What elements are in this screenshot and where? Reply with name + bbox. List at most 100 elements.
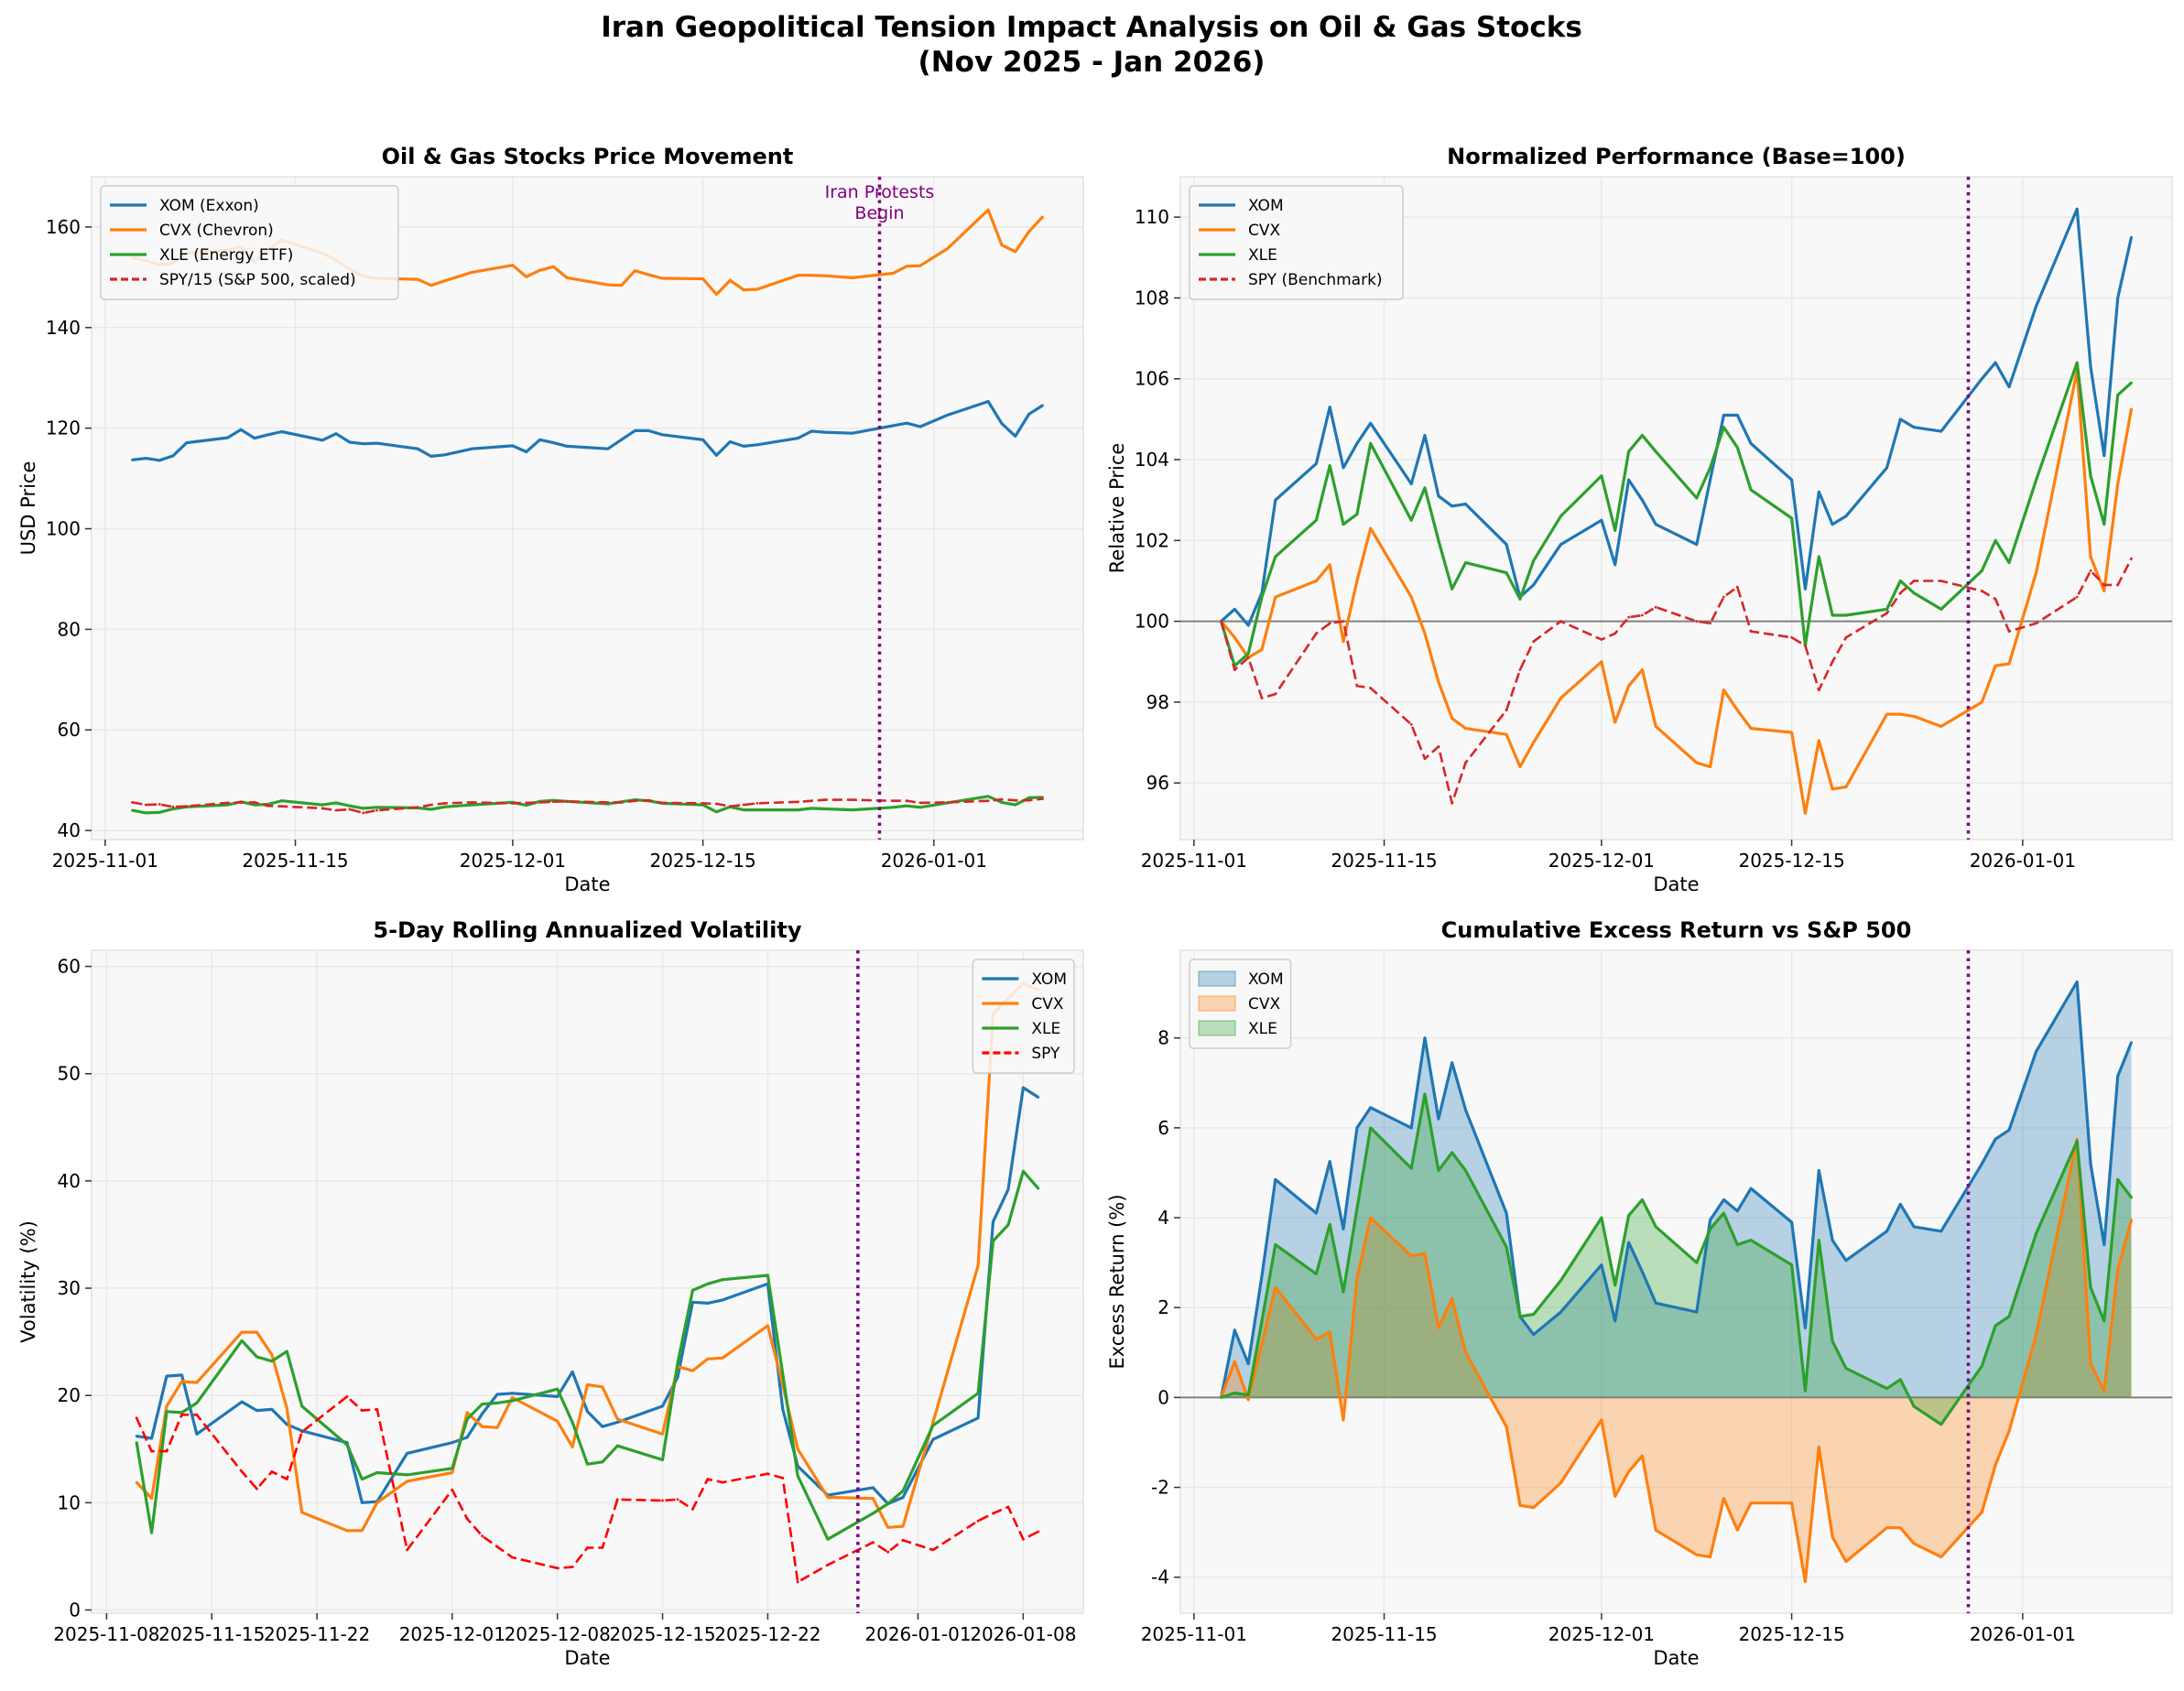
data-point <box>2103 590 2106 592</box>
data-point <box>1844 1560 1848 1563</box>
data-point <box>1749 442 1753 445</box>
data-point <box>1709 622 1711 625</box>
data-point <box>1342 523 1345 526</box>
data-point <box>905 421 908 425</box>
data-point <box>676 1498 679 1501</box>
data-point <box>2075 1140 2079 1143</box>
legend-label: XLE (Energy ETF) <box>159 246 293 265</box>
series-xom <box>1219 980 2133 1399</box>
data-point <box>586 1383 589 1386</box>
data-point <box>661 1433 664 1436</box>
data-point <box>239 801 243 804</box>
data-point <box>1342 1227 1345 1230</box>
data-point <box>1532 640 1536 644</box>
data-point <box>721 1480 724 1484</box>
data-point <box>1246 1393 1250 1397</box>
data-point <box>1505 543 1508 547</box>
data-point <box>1735 585 1739 589</box>
data-point <box>1246 1362 1250 1365</box>
data-point <box>239 428 243 431</box>
data-point <box>1505 1211 1508 1215</box>
data-point <box>1980 590 1983 592</box>
data-point <box>1722 1198 1725 1201</box>
data-point <box>1409 482 1413 485</box>
data-point <box>1709 478 1711 482</box>
data-point <box>986 799 990 803</box>
data-point <box>1790 1220 1793 1224</box>
data-point <box>2089 1285 2092 1289</box>
data-point <box>1790 478 1793 482</box>
data-point <box>1695 496 1699 500</box>
data-point <box>1233 635 1236 639</box>
data-point <box>1614 563 1617 567</box>
data-point <box>905 265 908 268</box>
data-point <box>1532 1313 1536 1316</box>
data-point <box>1041 797 1044 800</box>
data-point <box>1041 404 1044 407</box>
data-point <box>891 799 895 803</box>
data-point <box>1627 478 1630 482</box>
data-point <box>606 447 610 450</box>
data-point <box>1369 1126 1373 1130</box>
data-point <box>706 1478 710 1480</box>
series-line <box>1220 558 2133 805</box>
data-point <box>375 441 378 445</box>
data-point <box>1817 1239 1820 1241</box>
data-point <box>180 1373 183 1377</box>
data-point <box>1437 680 1440 684</box>
x-tick-label: 2025-11-15 <box>242 850 348 872</box>
legend-label: XLE <box>1248 246 1277 265</box>
data-point <box>1437 1117 1440 1121</box>
data-point <box>2116 297 2120 299</box>
data-point <box>1315 1211 1318 1215</box>
data-point <box>1328 1223 1331 1226</box>
data-point <box>1831 1535 1834 1538</box>
data-point <box>1451 1297 1454 1300</box>
data-point <box>1980 1364 1983 1368</box>
data-point <box>1518 1315 1522 1318</box>
data-point <box>766 1274 769 1277</box>
data-point <box>1505 571 1508 574</box>
y-tick-label: 80 <box>58 618 81 640</box>
data-point <box>144 457 147 460</box>
data-point <box>1994 597 1997 601</box>
data-point <box>823 808 827 810</box>
y-tick-label: 140 <box>46 317 81 339</box>
data-point <box>1898 417 1902 421</box>
data-point <box>255 1409 258 1412</box>
data-point <box>471 271 473 274</box>
data-point <box>1409 722 1413 726</box>
data-point <box>406 1480 408 1483</box>
data-point <box>429 455 433 458</box>
legend-label: XLE <box>1031 1020 1060 1038</box>
data-point <box>1022 1537 1025 1541</box>
data-point <box>691 1289 694 1292</box>
data-point <box>1654 605 1657 609</box>
data-point <box>931 1437 935 1441</box>
data-point <box>1600 518 1603 522</box>
data-point <box>1027 797 1031 799</box>
data-point <box>481 1425 484 1428</box>
data-point <box>195 1413 199 1416</box>
data-point <box>285 1406 288 1410</box>
x-tick-label: 2025-12-01 <box>1548 1623 1655 1645</box>
data-point <box>451 1471 454 1474</box>
data-point <box>1844 1367 1848 1370</box>
data-point <box>2035 622 2038 625</box>
data-point <box>931 1424 935 1427</box>
data-point <box>300 1404 304 1408</box>
data-point <box>465 1411 469 1415</box>
legend-entry: XLE <box>982 1020 1060 1038</box>
legend-entry: XOM <box>1199 197 1284 215</box>
data-point <box>1037 1187 1040 1190</box>
plot-area <box>91 949 1084 1614</box>
data-point <box>511 1396 514 1399</box>
data-point <box>1627 450 1630 453</box>
legend-entry: XLE (Energy ETF) <box>110 246 293 265</box>
data-point <box>2103 1243 2106 1246</box>
event-annotation-line-1: Iran Protests <box>825 182 935 202</box>
data-point <box>1817 555 1820 558</box>
data-point <box>2035 1050 2038 1053</box>
data-point <box>2007 1128 2011 1132</box>
data-point <box>620 438 623 441</box>
